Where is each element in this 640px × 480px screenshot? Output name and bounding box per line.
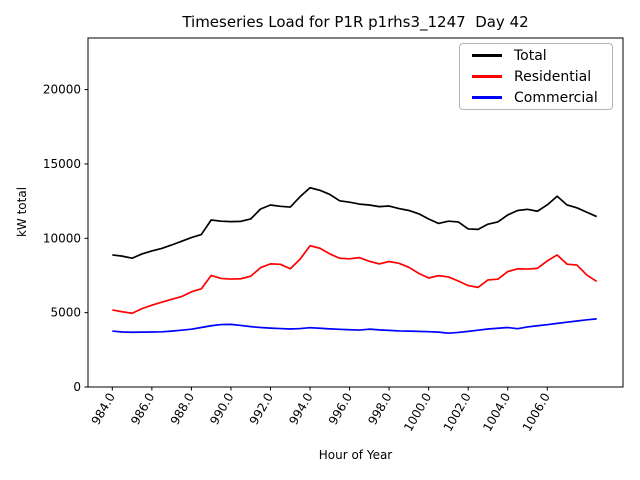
axes-box bbox=[87, 37, 624, 388]
x-tick-label: 994.0 bbox=[286, 391, 315, 428]
x-tick-label: 996.0 bbox=[326, 391, 355, 428]
x-tick-label: 992.0 bbox=[247, 391, 276, 428]
y-tick-label: 5000 bbox=[50, 306, 81, 320]
x-tick-label: 1004.0 bbox=[480, 391, 513, 434]
legend-entry-residential: Residential bbox=[472, 66, 612, 87]
x-tick-label: 990.0 bbox=[207, 391, 236, 428]
legend: Total Residential Commercial bbox=[459, 43, 613, 110]
y-tick-label: 10000 bbox=[43, 231, 81, 245]
legend-label: Total bbox=[514, 47, 547, 64]
legend-label: Commercial bbox=[514, 89, 598, 106]
x-tick-label: 1002.0 bbox=[441, 391, 474, 434]
x-tick-label: 998.0 bbox=[365, 391, 394, 428]
chart-title: Timeseries Load for P1R p1rhs3_1247 Day … bbox=[182, 13, 529, 31]
series-line-commercial bbox=[112, 318, 597, 335]
legend-label: Residential bbox=[514, 68, 592, 85]
x-axis-label: Hour of Year bbox=[318, 448, 393, 462]
x-tick-label: 986.0 bbox=[128, 391, 157, 428]
legend-line-sample-commercial bbox=[472, 96, 502, 99]
y-tick-label: 0 bbox=[73, 380, 81, 394]
legend-entry-total: Total bbox=[472, 45, 612, 66]
x-tick-label: 1006.0 bbox=[520, 391, 553, 434]
legend-entry-commercial: Commercial bbox=[472, 87, 612, 108]
x-tick-label: 984.0 bbox=[89, 391, 118, 428]
y-tick-label: 20000 bbox=[43, 83, 81, 97]
series-line-total bbox=[112, 186, 598, 260]
series-line-residential bbox=[112, 244, 598, 315]
legend-line-sample-total bbox=[472, 54, 502, 57]
y-tick-label: 15000 bbox=[43, 157, 81, 171]
x-tick-label: 1000.0 bbox=[401, 391, 434, 434]
x-tick-label: 988.0 bbox=[168, 391, 197, 428]
legend-line-sample-residential bbox=[472, 75, 502, 78]
